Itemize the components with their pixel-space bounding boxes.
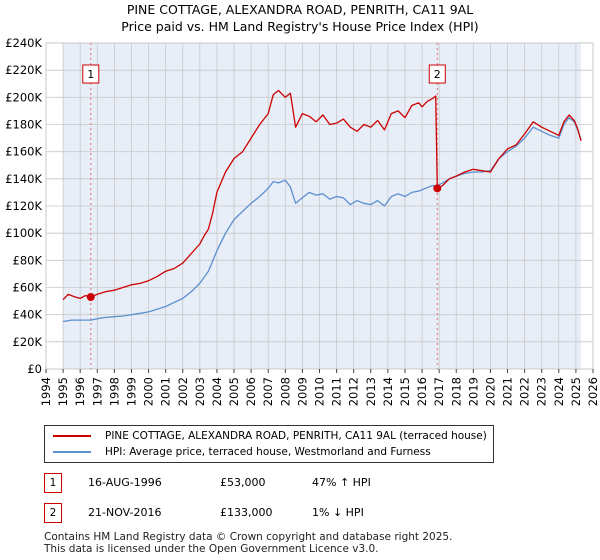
x-tick-label: 2016 [415, 377, 429, 406]
x-tick-label: 2003 [193, 377, 207, 406]
x-tick-label: 2011 [330, 377, 344, 406]
x-tick-label: 2013 [364, 377, 378, 406]
x-tick-label: 2021 [501, 377, 515, 406]
x-tick-label: 2002 [176, 377, 190, 406]
x-tick-label: 1995 [56, 377, 70, 406]
x-tick-label: 1997 [90, 377, 104, 406]
x-tick-label: 2020 [483, 377, 497, 406]
x-tick-label: 2025 [569, 377, 583, 406]
y-tick-label: £160K [5, 145, 42, 159]
x-tick-label: 2005 [227, 377, 241, 406]
y-tick-label: £60K [13, 281, 43, 295]
footer-licence: This data is licensed under the Open Gov… [44, 543, 379, 555]
sale-marker-badge [82, 64, 100, 84]
x-tick-label: 2024 [552, 377, 566, 406]
annotation-date: 21-NOV-2016 [88, 506, 162, 519]
x-tick-label: 2001 [159, 377, 173, 406]
x-tick-label: 2023 [535, 377, 549, 406]
y-tick-label: £100K [5, 226, 42, 240]
x-tick-label: 1998 [107, 377, 121, 406]
y-tick-label: £220K [5, 63, 42, 77]
annotation-hpi-diff: 1% ↓ HPI [312, 506, 364, 519]
chart-title: PINE COTTAGE, ALEXANDRA ROAD, PENRITH, C… [126, 2, 474, 17]
property-price-line [62, 89, 582, 301]
annotation-price: £53,000 [220, 476, 266, 489]
legend-swatch-property [53, 435, 91, 437]
x-tick-label: 2018 [449, 377, 463, 406]
sale-point [86, 293, 95, 302]
y-tick-label: £180K [5, 118, 42, 132]
annotation-price: £133,000 [220, 506, 273, 519]
x-tick-label: 2022 [518, 377, 532, 406]
x-tick-label: 2012 [347, 377, 361, 406]
x-tick-label: 2006 [244, 377, 258, 406]
y-tick-label: £40K [13, 308, 43, 322]
footer-copyright: Contains HM Land Registry data © Crown c… [44, 531, 453, 543]
x-tick-label: 2000 [142, 377, 156, 406]
x-tick-label: 2026 [586, 377, 600, 406]
sale-marker-label: 2 [434, 68, 441, 81]
sale-marker-badge [428, 64, 446, 84]
annotation-row: 2 21-NOV-2016 £133,000 1% ↓ HPI [44, 503, 464, 523]
y-tick-label: £120K [5, 199, 42, 213]
annotation-badge: 2 [44, 503, 62, 523]
x-tick-label: 1994 [39, 377, 53, 406]
x-tick-label: 2014 [381, 377, 395, 406]
y-tick-label: £240K [5, 36, 42, 50]
annotation-hpi-diff: 47% ↑ HPI [312, 476, 371, 489]
y-tick-label: £80K [13, 253, 43, 267]
chart-subtitle: Price paid vs. HM Land Registry's House … [121, 19, 479, 34]
x-tick-label: 2004 [210, 377, 224, 406]
x-tick-label: 1999 [124, 377, 138, 406]
legend-swatch-hpi [53, 451, 91, 453]
x-tick-label: 2015 [398, 377, 412, 406]
x-tick-label: 1996 [73, 377, 87, 406]
y-tick-label: £140K [5, 172, 42, 186]
annotation-row: 1 16-AUG-1996 £53,000 47% ↑ HPI [44, 473, 464, 493]
legend-label-hpi: HPI: Average price, terraced house, West… [105, 446, 431, 458]
sale-point [433, 184, 442, 193]
sale-marker-label: 1 [87, 68, 94, 81]
annotation-date: 16-AUG-1996 [88, 476, 162, 489]
x-tick-label: 2009 [295, 377, 309, 406]
legend-label-property: PINE COTTAGE, ALEXANDRA ROAD, PENRITH, C… [105, 430, 487, 442]
price-chart: £0 £20K £40K £60K £80K £100K £120K £140K £160K £1… [5, 36, 600, 406]
x-tick-label: 2008 [278, 377, 292, 406]
x-tick-label: 2019 [466, 377, 480, 406]
x-tick-label: 2017 [432, 377, 446, 406]
y-tick-label: £20K [13, 335, 43, 349]
legend: PINE COTTAGE, ALEXANDRA ROAD, PENRITH, C… [44, 425, 494, 463]
x-tick-label: 2007 [261, 377, 275, 406]
y-tick-label: £200K [5, 90, 42, 104]
annotation-badge: 1 [44, 473, 62, 493]
y-tick-label: £0 [27, 362, 42, 376]
x-tick-label: 2010 [313, 377, 327, 406]
